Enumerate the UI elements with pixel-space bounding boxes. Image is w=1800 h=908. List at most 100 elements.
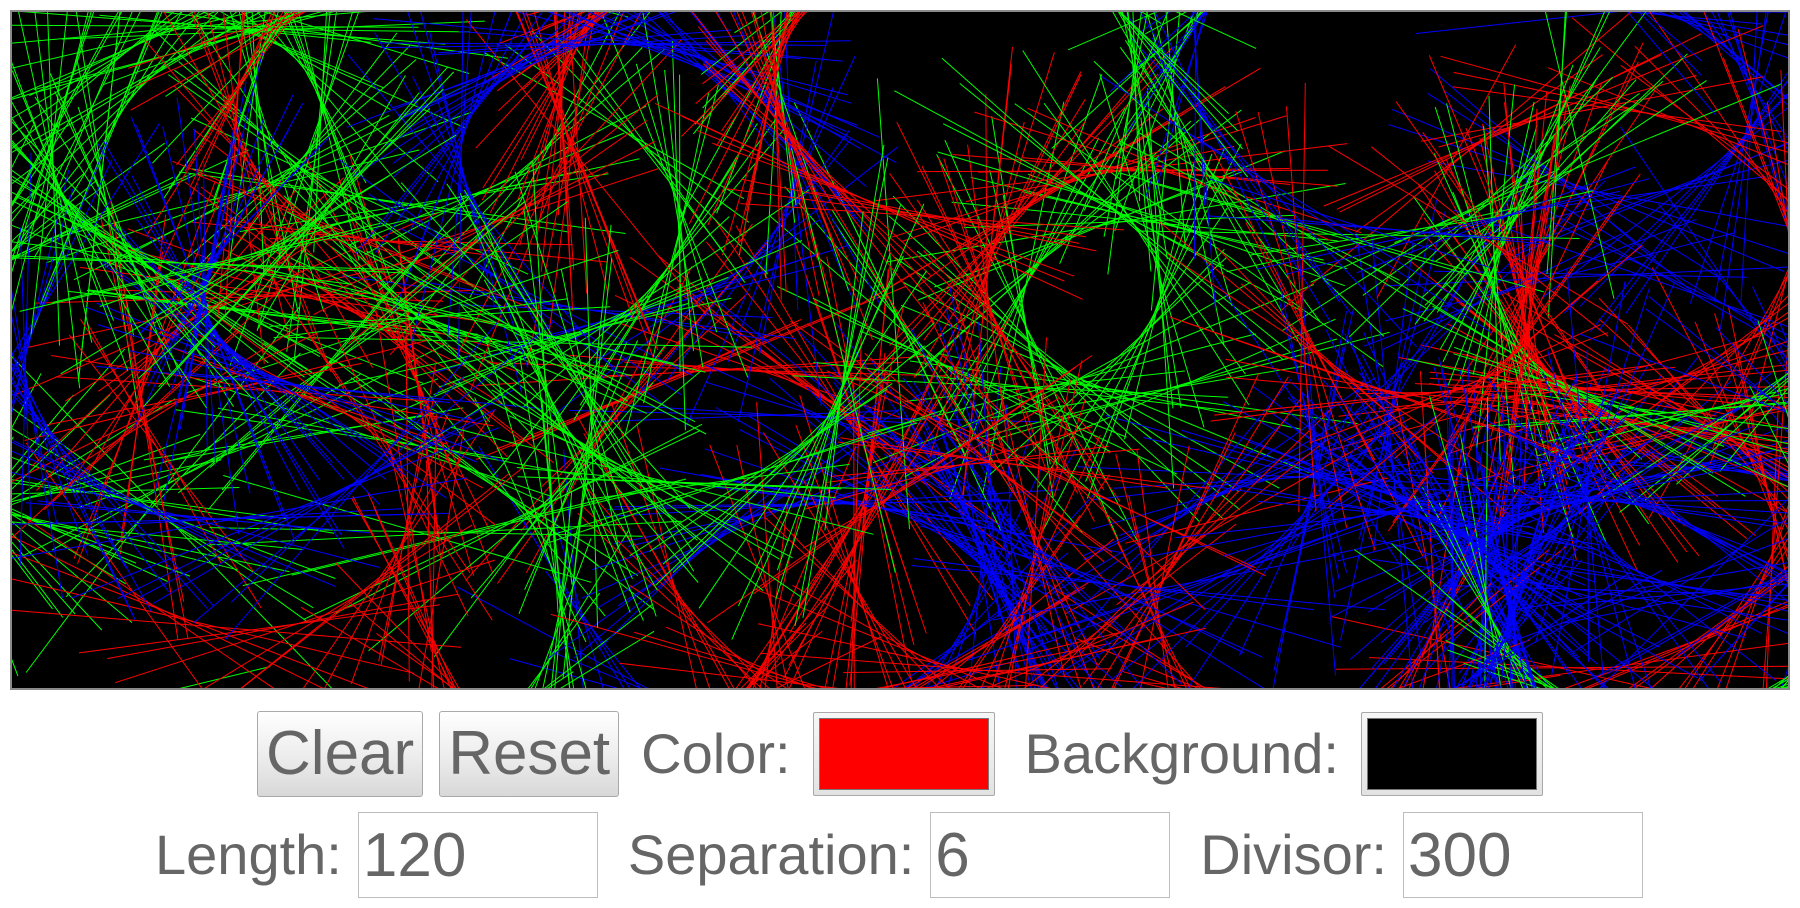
string-line: [1192, 12, 1206, 206]
string-line: [531, 30, 769, 275]
string-line: [130, 12, 306, 111]
string-line: [1223, 472, 1505, 557]
background-label: Background:: [1024, 722, 1339, 785]
string-line: [1179, 127, 1466, 304]
string-line: [109, 221, 381, 505]
string-line: [560, 630, 655, 688]
toolbar-row-bottom: Length: Separation: Divisor:: [0, 810, 1800, 900]
string-line: [1153, 12, 1225, 346]
string-line: [1085, 417, 1289, 604]
string-line: [1169, 316, 1575, 458]
string-line: [55, 376, 443, 403]
string-line: [587, 463, 850, 500]
string-line: [128, 12, 298, 69]
string-line: [1437, 380, 1732, 632]
string-line: [911, 565, 1386, 611]
string-line: [286, 12, 337, 352]
string-line: [1235, 110, 1376, 551]
string-line: [1368, 537, 1746, 639]
string-line: [1421, 80, 1664, 298]
reset-button[interactable]: Reset: [439, 711, 620, 797]
background-picker[interactable]: [1360, 712, 1543, 796]
string-line: [12, 101, 171, 388]
string-line: [241, 12, 439, 183]
string-line: [522, 12, 634, 319]
string-line: [1648, 295, 1788, 415]
string-line: [1296, 224, 1336, 676]
string-line: [405, 311, 410, 682]
string-line: [1330, 455, 1788, 556]
string-line: [1285, 178, 1650, 275]
string-line: [459, 193, 644, 621]
string-line: [1107, 12, 1142, 275]
string-line: [913, 99, 1086, 378]
string-line: [664, 69, 694, 351]
string-line: [229, 12, 325, 312]
clear-button[interactable]: Clear: [257, 711, 424, 797]
string-line: [850, 373, 1267, 577]
string-line: [539, 477, 842, 490]
string-line: [1487, 404, 1574, 688]
string-line: [700, 12, 804, 123]
drawing-canvas[interactable]: [10, 10, 1790, 690]
string-line: [208, 196, 469, 510]
string-line: [1638, 12, 1702, 76]
string-line: [496, 12, 585, 45]
string-line: [1520, 183, 1528, 450]
string-line: [12, 511, 137, 564]
string-line: [843, 668, 1112, 674]
string-line: [302, 410, 495, 688]
string-line: [1395, 101, 1606, 398]
string-line: [12, 362, 152, 612]
string-line: [12, 471, 380, 568]
separation-input[interactable]: [930, 812, 1171, 898]
string-line: [1209, 178, 1492, 269]
string-line: [951, 201, 1338, 242]
string-line: [593, 410, 899, 423]
string-line: [1371, 146, 1609, 337]
string-line: [1114, 12, 1204, 88]
string-line: [102, 139, 345, 549]
string-line: [12, 366, 136, 620]
string-line: [672, 322, 935, 573]
string-line: [1429, 68, 1693, 293]
string-line: [12, 456, 336, 579]
string-line: [220, 12, 391, 111]
string-line: [400, 182, 691, 509]
string-line: [1039, 488, 1242, 688]
string-line: [536, 358, 571, 688]
string-line: [432, 35, 746, 56]
string-line: [1087, 476, 1187, 688]
string-line: [36, 189, 297, 491]
color-picker[interactable]: [812, 712, 995, 796]
string-line: [1333, 398, 1528, 658]
string-line: [1007, 379, 1071, 688]
string-line: [1192, 12, 1217, 312]
string-line: [1715, 327, 1788, 405]
string-line: [320, 171, 609, 298]
string-line: [190, 117, 529, 275]
string-line: [523, 208, 573, 585]
string-line: [1678, 12, 1788, 106]
length-input[interactable]: [357, 812, 598, 898]
divisor-input[interactable]: [1402, 812, 1643, 898]
string-line: [1510, 456, 1759, 552]
string-line: [273, 12, 367, 184]
string-line: [398, 12, 668, 117]
string-line: [1140, 117, 1174, 409]
string-line: [715, 407, 1091, 621]
string-line: [588, 12, 848, 140]
string-line: [902, 616, 1026, 688]
string-line: [802, 479, 906, 688]
string-line: [426, 460, 435, 688]
string-line: [625, 12, 861, 150]
string-line: [185, 249, 619, 394]
string-line: [1658, 203, 1788, 362]
string-line: [1051, 12, 1202, 149]
string-line: [747, 630, 823, 688]
string-line: [1148, 12, 1205, 79]
string-line: [187, 356, 447, 445]
string-line: [731, 203, 925, 640]
string-line: [114, 559, 495, 684]
string-line: [1438, 502, 1524, 688]
